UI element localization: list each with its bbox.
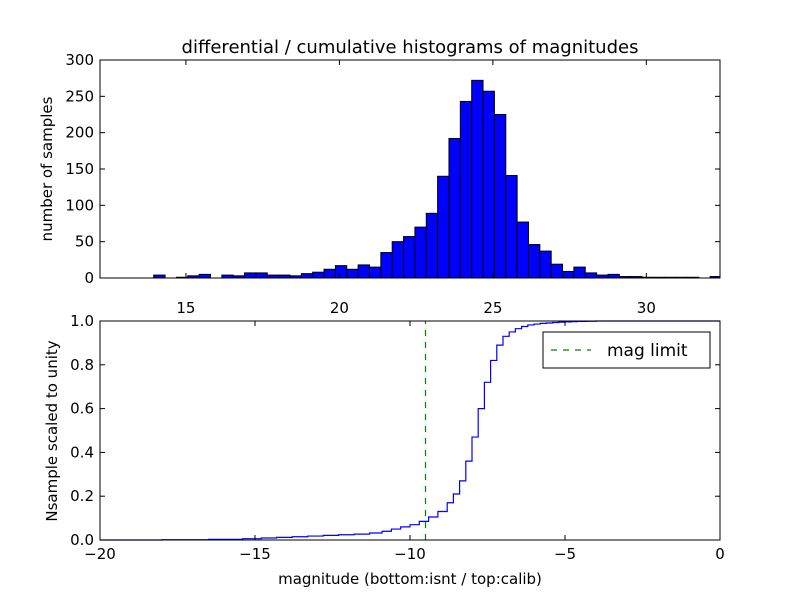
top-x-tick-label: 25 [483, 299, 502, 317]
bottom-y-tick-label: 0.8 [70, 356, 94, 374]
histogram-bar [437, 175, 450, 279]
histogram-bar [334, 265, 348, 279]
histogram-bar [414, 226, 427, 279]
bottom-x-tick-label: −20 [84, 545, 116, 563]
top-y-tick-label: 0 [84, 269, 94, 287]
bottom-x-tick-label: −15 [239, 545, 271, 563]
histogram-bar [527, 244, 541, 279]
bottom-x-tick-label: −10 [394, 545, 426, 563]
top-x-tick-label: 15 [176, 299, 195, 317]
histogram-bar [505, 175, 518, 279]
histogram-bar [584, 272, 598, 279]
histogram-bar [357, 264, 370, 279]
histogram-bar [244, 272, 257, 279]
histogram-bar [346, 268, 359, 279]
histogram-bar [539, 250, 552, 279]
bottom-y-tick-label: 1.0 [70, 312, 94, 330]
legend-label-mag-limit: mag limit [607, 341, 688, 361]
histogram-bar [300, 273, 314, 279]
histogram-bar [573, 266, 586, 279]
bottom-x-tick-label: −5 [554, 545, 576, 563]
bottom-x-axis-label: magnitude (bottom:isnt / top:calib) [278, 570, 542, 588]
histogram-bar [198, 273, 211, 279]
histogram-bar [471, 79, 484, 279]
histogram-bar [255, 272, 268, 279]
bottom-y-tick-label: 0.6 [70, 400, 94, 418]
bottom-y-axis-label: Nsample scaled to unity [43, 340, 61, 521]
top-y-tick-label: 50 [75, 233, 94, 251]
bottom-y-tick-label: 0.4 [70, 443, 94, 461]
top-y-tick-label: 150 [65, 160, 94, 178]
histogram-bar [516, 221, 529, 279]
top-x-tick-label: 30 [637, 299, 656, 317]
histogram-bar [493, 114, 507, 279]
histogram-bar [391, 241, 405, 279]
histogram-bar [368, 266, 382, 279]
histogram-bar [380, 252, 393, 279]
histogram-bar [550, 263, 564, 279]
top-histogram-bars [153, 79, 721, 279]
histogram-bar [459, 100, 473, 279]
bottom-axis-ticks: −20 −15 −10 −5 0 0.0 0.2 0.4 0.6 0.8 1.0 [70, 312, 725, 563]
top-x-tick-label: 20 [330, 299, 349, 317]
top-y-tick-label: 100 [65, 196, 94, 214]
histogram-bar [448, 137, 461, 279]
legend-box [542, 331, 711, 369]
top-chart-title: differential / cumulative histograms of … [182, 37, 639, 58]
histogram-bar [425, 212, 439, 279]
histogram-bar [312, 271, 325, 279]
histogram-bar [607, 273, 620, 279]
histogram-bar [482, 90, 495, 279]
top-y-tick-label: 300 [65, 51, 94, 69]
histogram-bar [403, 236, 416, 279]
histogram-bar [323, 268, 336, 279]
bottom-x-tick-label: 0 [715, 545, 725, 563]
bottom-y-tick-label: 0.0 [70, 531, 94, 549]
legend: mag limit [542, 331, 711, 369]
top-y-tick-label: 200 [65, 124, 94, 142]
top-y-axis-label: number of samples [38, 96, 56, 241]
top-y-tick-label: 250 [65, 87, 94, 105]
histogram-bar [562, 270, 575, 279]
bottom-y-tick-label: 0.2 [70, 487, 94, 505]
